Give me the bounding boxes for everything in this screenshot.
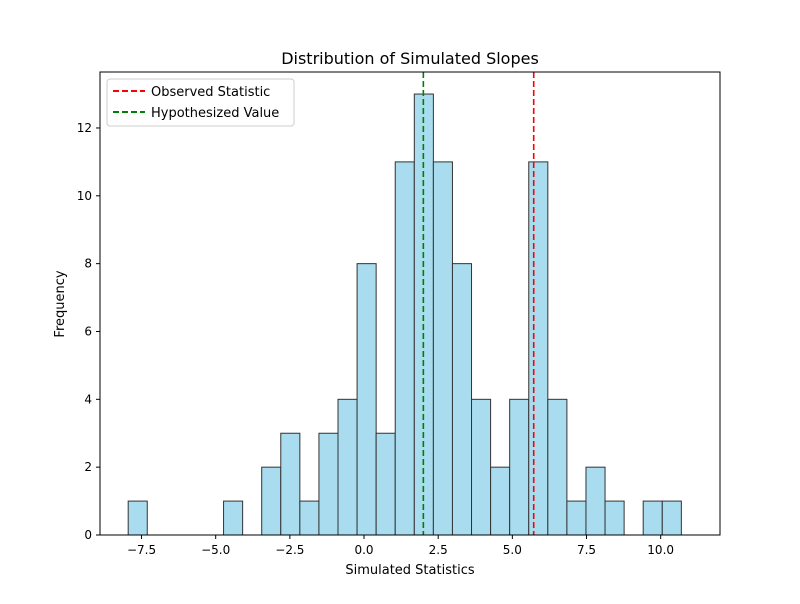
histogram-bar — [490, 466, 511, 536]
histogram-bar — [585, 466, 606, 536]
legend-hypothesized-label: Hypothesized Value — [151, 106, 279, 121]
histogram-bar — [528, 161, 549, 536]
legend-box — [106, 78, 295, 127]
histogram-bar — [299, 500, 320, 536]
x-tick-label: 7.5 — [577, 543, 596, 557]
histogram-bar — [280, 432, 301, 536]
histogram-bar — [261, 466, 282, 536]
y-tick-label: 4 — [84, 392, 92, 406]
y-tick-label: 2 — [84, 460, 92, 474]
y-tick-label: 10 — [77, 189, 92, 203]
legend-observed-label: Observed Statistic — [151, 85, 270, 100]
histogram-bar — [127, 500, 148, 536]
legend: Observed Statistic Hypothesized Value — [106, 78, 295, 127]
y-tick-label: 8 — [84, 257, 92, 271]
histogram-bar — [661, 500, 682, 536]
x-axis-label: Simulated Statistics — [345, 563, 474, 578]
histogram-bar — [509, 398, 530, 536]
x-tick-label: 0.0 — [354, 543, 373, 557]
x-tick-label: 2.5 — [429, 543, 448, 557]
histogram-bar — [604, 500, 625, 536]
x-tick-label: −5.0 — [201, 543, 230, 557]
plot-frame — [99, 71, 721, 536]
histogram-bar — [432, 161, 453, 536]
histogram-bar — [451, 263, 473, 536]
y-tick-label: 0 — [84, 528, 92, 542]
x-tick-label: 10.0 — [647, 543, 674, 557]
chart-title: Distribution of Simulated Slopes — [281, 49, 539, 68]
histogram-bar — [394, 161, 415, 536]
y-tick-label: 12 — [77, 121, 92, 135]
histogram-bar — [337, 398, 358, 536]
histogram-bar — [375, 432, 396, 536]
y-tick-label: 6 — [84, 324, 92, 338]
histogram-bar — [356, 263, 377, 536]
histogram-bar — [318, 432, 339, 536]
histogram-bar — [566, 500, 587, 536]
x-tick-label: −2.5 — [275, 543, 304, 557]
histogram-bar — [471, 398, 492, 536]
histogram-bar — [642, 500, 663, 536]
histogram-bar — [547, 398, 568, 536]
x-tick-label: −7.5 — [127, 543, 156, 557]
histogram-bar — [223, 500, 244, 536]
x-tick-label: 5.0 — [503, 543, 522, 557]
y-axis-label: Frequency — [53, 270, 68, 337]
